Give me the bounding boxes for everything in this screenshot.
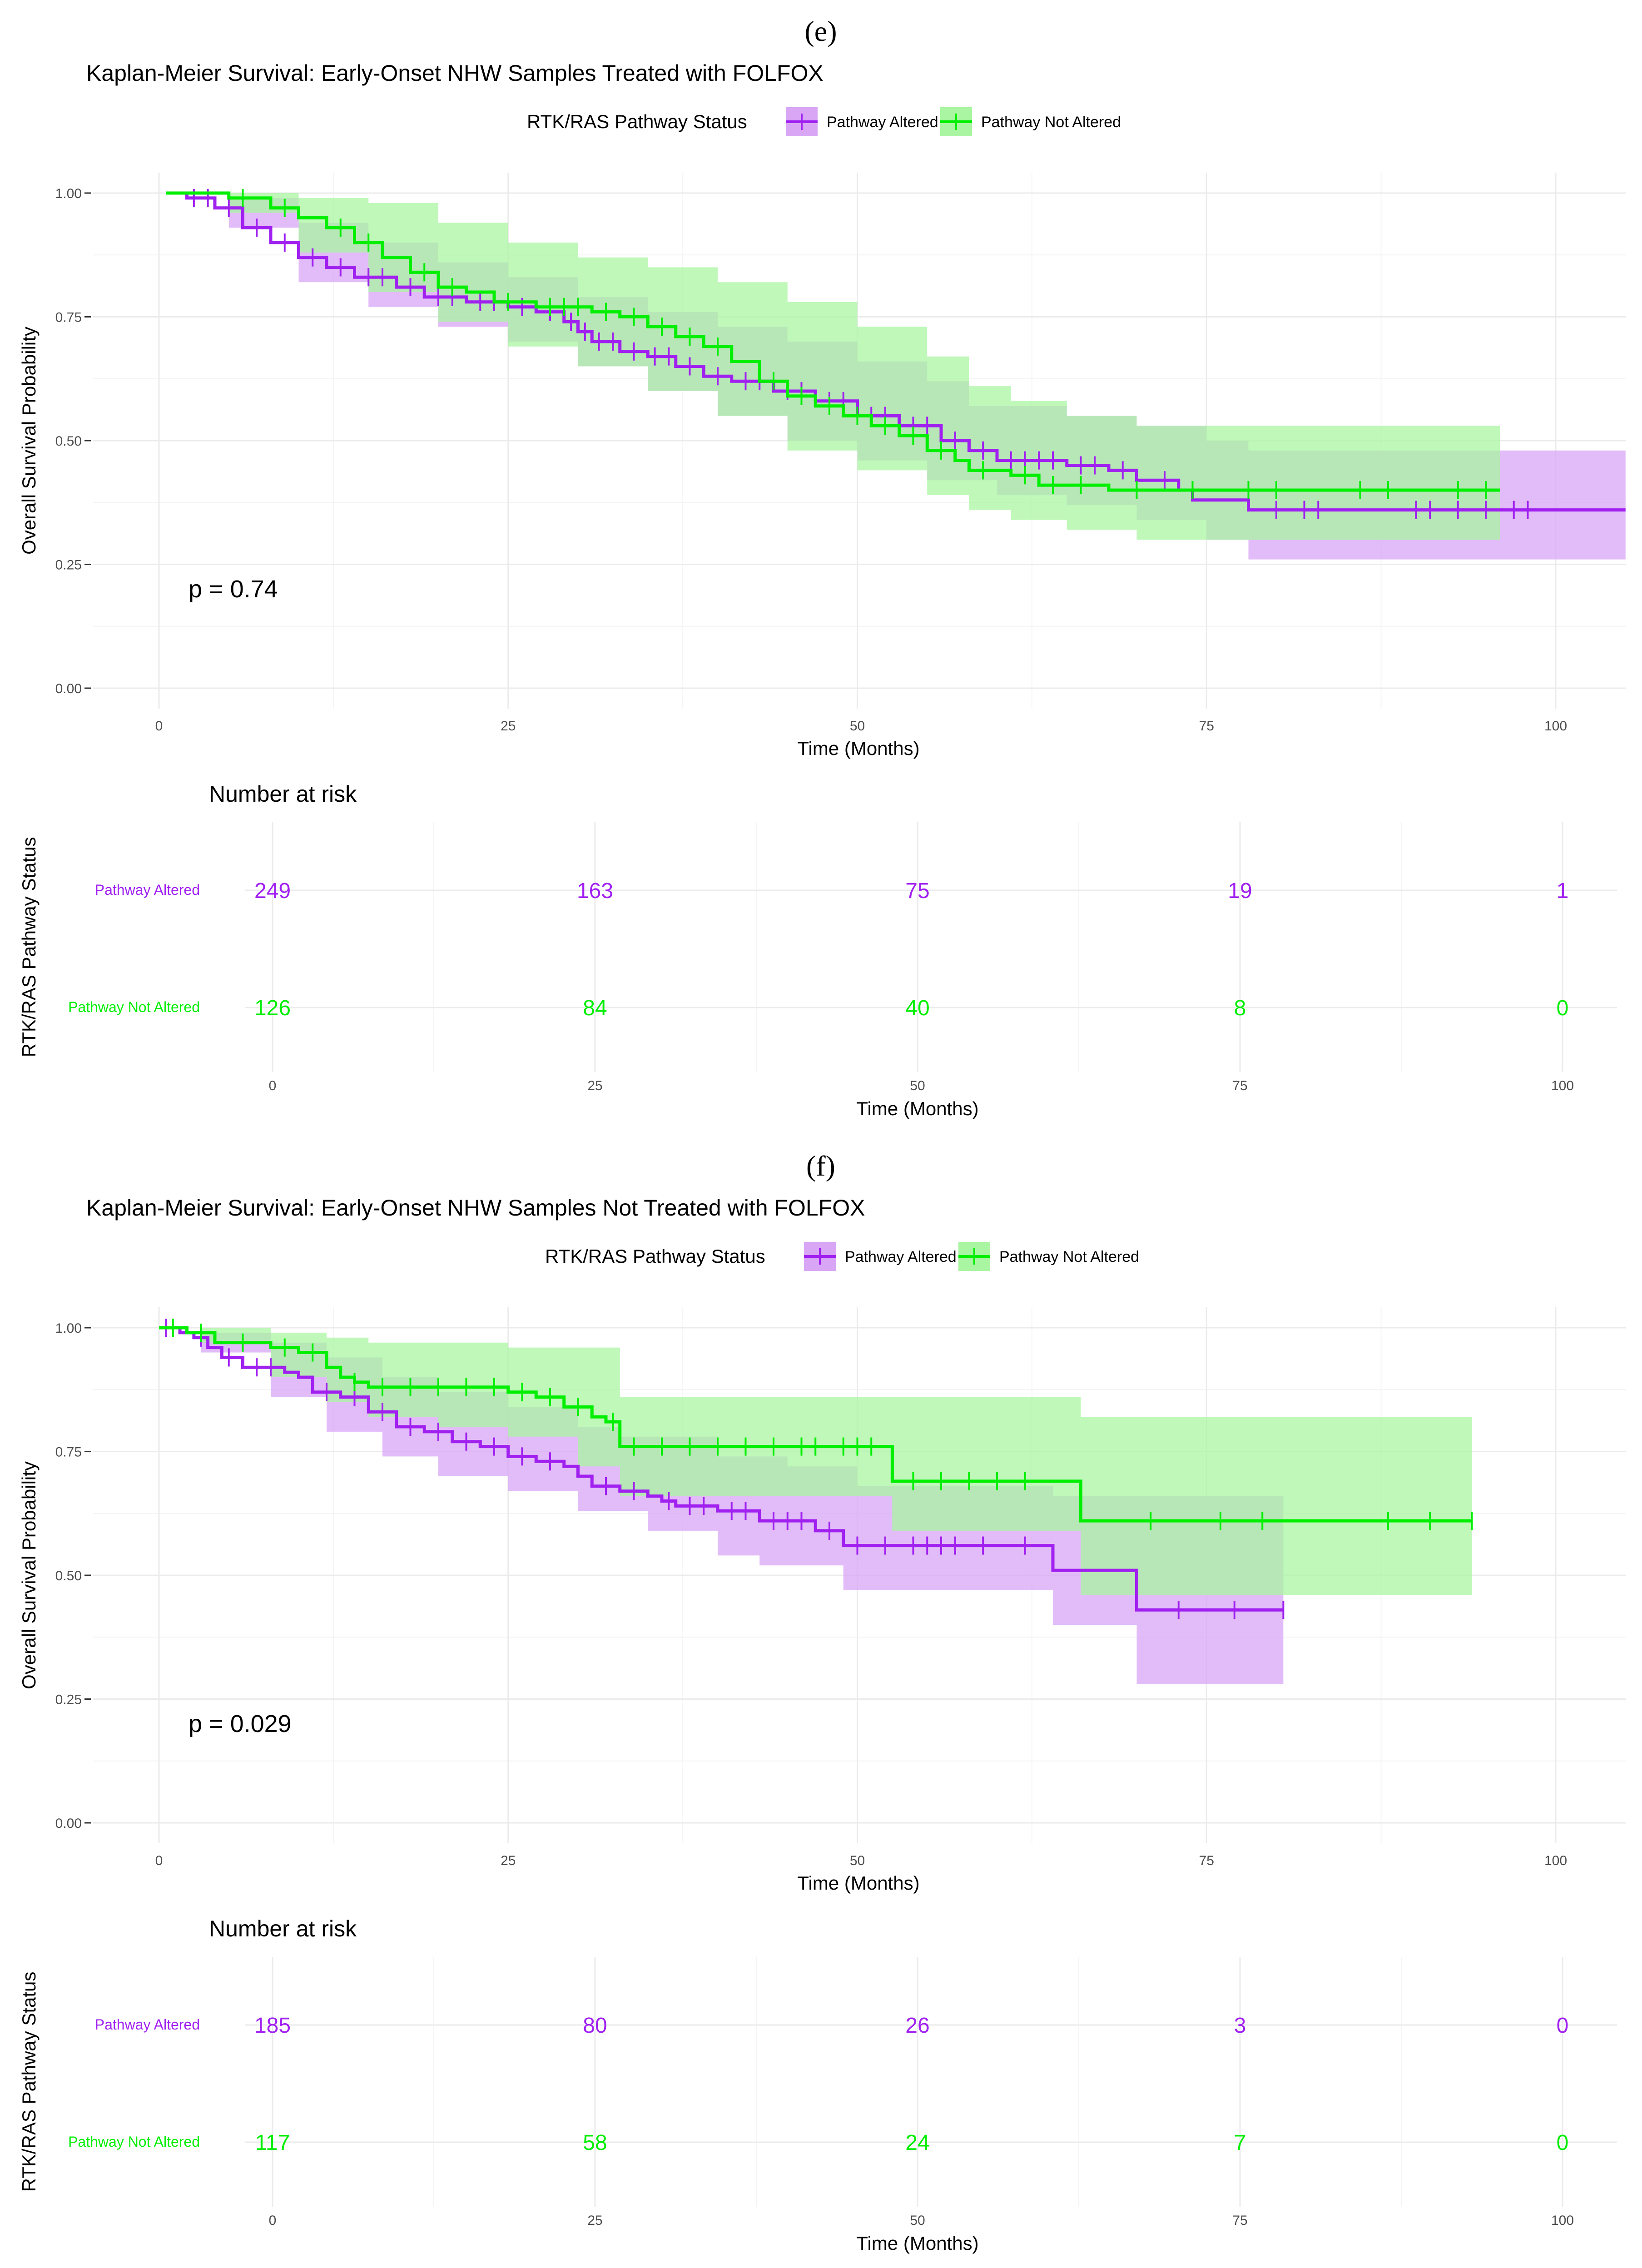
risk-count-not-altered: 24 bbox=[905, 2131, 929, 2155]
risk-count-altered: 80 bbox=[583, 2014, 607, 2038]
y-tick-label: 0.50 bbox=[55, 434, 82, 449]
risk-count-altered: 3 bbox=[1234, 2014, 1246, 2038]
risk-x-axis-label: Time (Months) bbox=[856, 1098, 978, 1119]
risk-count-not-altered: 0 bbox=[1557, 2131, 1569, 2155]
p-value: p = 0.74 bbox=[189, 576, 278, 603]
x-tick-label: 100 bbox=[1544, 719, 1567, 734]
y-axis-label: Overall Survival Probability bbox=[18, 1461, 40, 1689]
legend-label-not-altered: Pathway Not Altered bbox=[981, 114, 1121, 131]
risk-x-tick-label: 25 bbox=[587, 1078, 602, 1093]
y-tick-label: 0.75 bbox=[55, 310, 82, 325]
risk-count-altered: 249 bbox=[254, 879, 291, 903]
risk-count-not-altered: 117 bbox=[255, 2131, 290, 2155]
risk-row-label-not-altered: Pathway Not Altered bbox=[68, 999, 200, 1015]
panel-label: (f) bbox=[806, 1150, 835, 1182]
y-tick-label: 0.25 bbox=[55, 1692, 82, 1707]
risk-x-axis-label: Time (Months) bbox=[856, 2233, 978, 2254]
legend-label-altered: Pathway Altered bbox=[827, 114, 938, 131]
x-tick-label: 75 bbox=[1199, 1853, 1214, 1868]
ci-band-not-altered bbox=[159, 1328, 1472, 1595]
risk-x-tick-label: 0 bbox=[269, 2213, 277, 2228]
legend-label-altered: Pathway Altered bbox=[845, 1248, 957, 1266]
risk-x-tick-label: 100 bbox=[1551, 2213, 1574, 2228]
risk-x-tick-label: 0 bbox=[269, 1078, 277, 1093]
p-value: p = 0.029 bbox=[189, 1710, 292, 1737]
chart-title: Kaplan-Meier Survival: Early-Onset NHW S… bbox=[86, 1195, 865, 1221]
risk-count-altered: 1 bbox=[1557, 879, 1569, 903]
risk-count-not-altered: 0 bbox=[1557, 996, 1569, 1020]
risk-x-tick-label: 100 bbox=[1551, 1078, 1574, 1093]
risk-count-altered: 75 bbox=[905, 879, 929, 903]
risk-x-tick-label: 25 bbox=[587, 2213, 602, 2228]
risk-table: Number at risk Pathway Altered 249 163 75 19 1… bbox=[18, 781, 1617, 1119]
legend-title: RTK/RAS Pathway Status bbox=[527, 111, 747, 132]
risk-x-tick-label: 50 bbox=[910, 1078, 925, 1093]
plot-area: 0.00 0.25 0.50 0.75 1.00 0 25 50 75 100 Time (Mont… bbox=[18, 173, 1626, 759]
y-tick-label: 0.00 bbox=[55, 681, 82, 696]
survival-curve-not-altered bbox=[166, 191, 1500, 492]
risk-count-altered: 26 bbox=[905, 2014, 929, 2038]
legend-label-not-altered: Pathway Not Altered bbox=[999, 1248, 1139, 1266]
y-tick-label: 1.00 bbox=[55, 186, 82, 201]
x-tick-label: 25 bbox=[501, 1853, 516, 1868]
risk-x-tick-label: 75 bbox=[1232, 1078, 1247, 1093]
risk-table: Number at risk Pathway Altered 185 80 26 3 0 Pa… bbox=[18, 1916, 1617, 2254]
x-tick-label: 0 bbox=[155, 1853, 163, 1868]
risk-row-label-altered: Pathway Altered bbox=[95, 2016, 200, 2033]
y-tick-label: 1.00 bbox=[55, 1321, 82, 1336]
x-tick-label: 50 bbox=[850, 1853, 865, 1868]
legend-key-altered bbox=[786, 107, 818, 136]
risk-count-not-altered: 126 bbox=[254, 996, 291, 1020]
risk-count-not-altered: 40 bbox=[905, 996, 929, 1020]
x-tick-label: 100 bbox=[1544, 1853, 1567, 1868]
panel-f: (f) Kaplan-Meier Survival: Early-Onset NH… bbox=[18, 1150, 1626, 2254]
risk-count-not-altered: 84 bbox=[583, 996, 607, 1020]
legend-key-not-altered bbox=[958, 1242, 990, 1271]
risk-count-altered: 185 bbox=[254, 2014, 291, 2038]
panel-label: (e) bbox=[804, 15, 837, 47]
risk-y-axis-label: RTK/RAS Pathway Status bbox=[18, 837, 40, 1057]
risk-count-altered: 163 bbox=[577, 879, 613, 903]
ci-band-not-altered bbox=[166, 193, 1500, 540]
y-tick-label: 0.25 bbox=[55, 558, 82, 573]
y-tick-label: 0.50 bbox=[55, 1568, 82, 1583]
x-axis-label: Time (Months) bbox=[797, 1872, 919, 1894]
chart-title: Kaplan-Meier Survival: Early-Onset NHW S… bbox=[86, 60, 823, 86]
risk-table-title: Number at risk bbox=[209, 781, 357, 807]
risk-count-not-altered: 8 bbox=[1234, 996, 1246, 1020]
risk-y-axis-label: RTK/RAS Pathway Status bbox=[18, 1972, 40, 2192]
survival-curve-altered bbox=[166, 191, 1626, 512]
x-axis-label: Time (Months) bbox=[797, 738, 919, 759]
legend-key-altered bbox=[804, 1242, 836, 1271]
y-tick-label: 0.75 bbox=[55, 1445, 82, 1460]
y-axis-label: Overall Survival Probability bbox=[18, 327, 40, 555]
survival-curve-altered bbox=[159, 1326, 1284, 1612]
risk-count-not-altered: 58 bbox=[583, 2131, 607, 2155]
risk-count-altered: 19 bbox=[1228, 879, 1252, 903]
legend: RTK/RAS Pathway Status Pathway Altered Pat… bbox=[527, 107, 1121, 136]
legend-key-not-altered bbox=[940, 107, 972, 136]
risk-row-label-altered: Pathway Altered bbox=[95, 882, 200, 898]
plot-area: 0.00 0.25 0.50 0.75 1.00 0 25 50 75 100 Time (Mont… bbox=[18, 1307, 1626, 1894]
x-tick-label: 25 bbox=[501, 719, 516, 734]
risk-table-title: Number at risk bbox=[209, 1916, 357, 1941]
risk-x-tick-label: 50 bbox=[910, 2213, 925, 2228]
risk-count-not-altered: 7 bbox=[1234, 2131, 1246, 2155]
risk-x-tick-label: 75 bbox=[1232, 2213, 1247, 2228]
panel-e: (e) Kaplan-Meier Survival: Early-Onset NH… bbox=[18, 15, 1626, 1119]
legend-title: RTK/RAS Pathway Status bbox=[545, 1246, 765, 1267]
legend: RTK/RAS Pathway Status Pathway Altered Pat… bbox=[545, 1242, 1139, 1271]
x-tick-label: 0 bbox=[155, 719, 163, 734]
risk-row-label-not-altered: Pathway Not Altered bbox=[68, 2134, 200, 2150]
y-tick-label: 0.00 bbox=[55, 1816, 82, 1831]
x-tick-label: 50 bbox=[850, 719, 865, 734]
x-tick-label: 75 bbox=[1199, 719, 1214, 734]
risk-count-altered: 0 bbox=[1557, 2014, 1569, 2038]
